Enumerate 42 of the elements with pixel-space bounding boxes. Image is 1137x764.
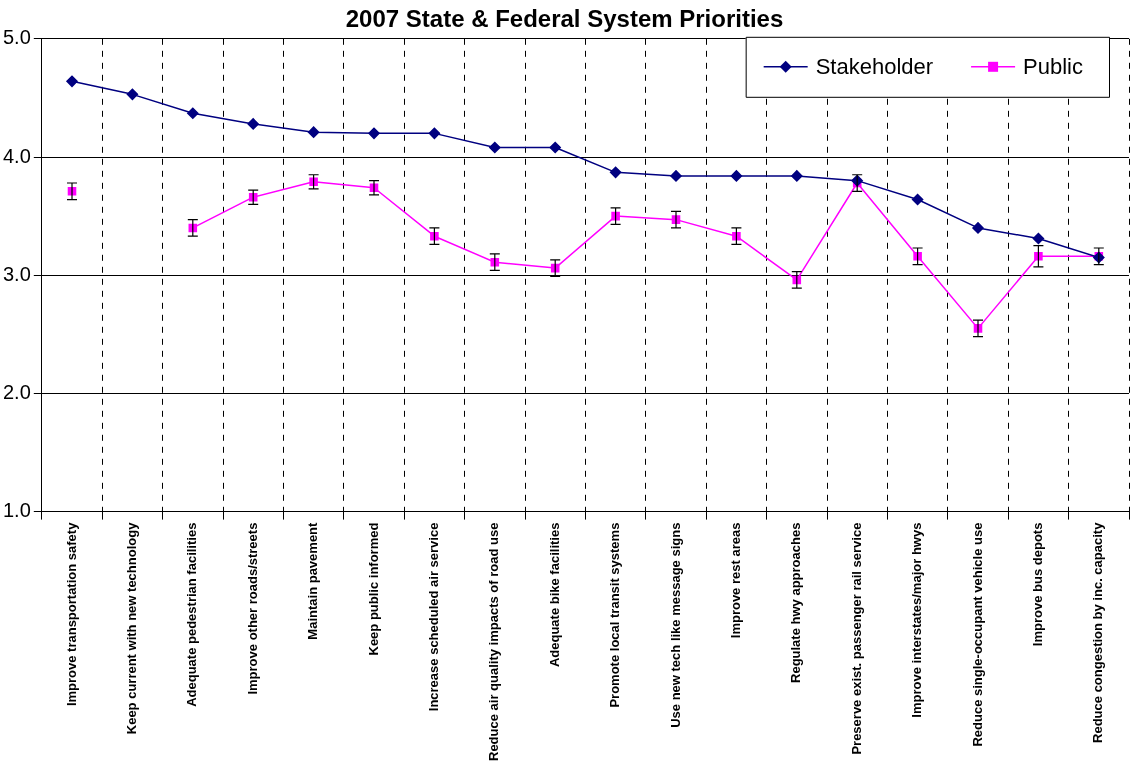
point xyxy=(126,88,139,101)
x-tick-label: Keep current with new technology xyxy=(123,521,139,735)
x-tick-label: Adequate pedestrian facilities xyxy=(184,522,200,707)
point xyxy=(609,166,622,179)
x-tick-label: Maintain pavement xyxy=(305,521,321,640)
x-tick-label: Improve interstates/major hwys xyxy=(909,522,925,718)
legend-label: Stakeholder xyxy=(815,53,934,79)
point xyxy=(1032,232,1045,245)
point xyxy=(428,127,441,140)
point xyxy=(730,170,743,182)
y-tick-label: 2.0 xyxy=(2,380,31,403)
x-tick-label: Regulate hwy approaches xyxy=(788,522,804,683)
x-tick-label: Reduce congestion by inc. capacity xyxy=(1090,521,1106,743)
point xyxy=(670,170,682,182)
x-tick-label: Improve bus depots xyxy=(1029,522,1045,647)
x-tick-label: Use new tech like message signs xyxy=(667,522,683,728)
x-tick-label: Promote local transit systems xyxy=(607,522,623,708)
point xyxy=(549,141,561,154)
point xyxy=(368,127,380,140)
x-tick-label: Keep public informed xyxy=(365,522,381,656)
point xyxy=(972,222,984,234)
point xyxy=(66,75,78,88)
point xyxy=(489,141,501,154)
y-tick-label: 1.0 xyxy=(2,499,31,522)
x-tick-label: Improve transportation safety xyxy=(63,521,79,707)
chart-title: 2007 State & Federal System Priorities xyxy=(345,5,784,33)
point xyxy=(791,170,803,182)
y-tick-label: 3.0 xyxy=(2,262,31,285)
point xyxy=(911,193,924,206)
x-tick-label: Preserve exist. passenger rail service xyxy=(848,522,864,755)
x-tick-label: Increase scheduled air service xyxy=(425,522,441,712)
x-tick-label: Reduce air quality impacts of road use xyxy=(486,522,502,762)
x-tick-label: Improve rest areas xyxy=(727,522,743,639)
x-tick-label: Improve other roads/streets xyxy=(244,522,260,695)
y-tick-label: 4.0 xyxy=(2,144,31,167)
x-tick-label: Reduce single-occupant vehicle use xyxy=(969,522,985,747)
legend-label: Public xyxy=(1023,53,1083,79)
y-tick-label: 5.0 xyxy=(2,26,31,49)
point xyxy=(247,118,259,130)
point xyxy=(307,126,320,138)
point xyxy=(187,107,199,120)
x-tick-label: Adequate bike facilities xyxy=(546,522,562,668)
